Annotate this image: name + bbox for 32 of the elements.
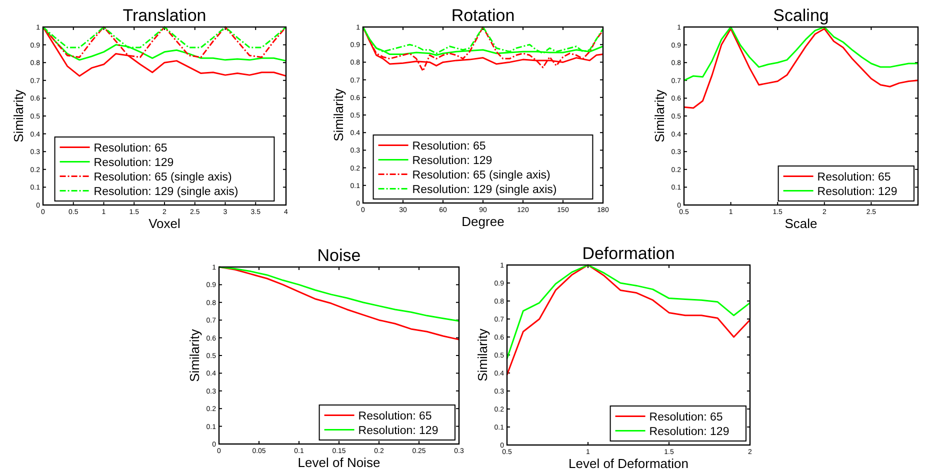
legend-label: Resolution: 129 (single axis) (94, 186, 238, 198)
chart-title: Rotation (451, 6, 515, 25)
legend-label: Resolution: 65 (single axis) (412, 169, 551, 182)
legend-label: Resolution: 129 (94, 156, 174, 169)
legend-label: Resolution: 129 (358, 424, 438, 437)
x-axis-title: Level of Deformation (568, 456, 688, 471)
line-series (218, 266, 460, 322)
x-axis-title: Degree (462, 214, 504, 229)
y-axis-title: Similarity (187, 328, 202, 382)
legend-label: Resolution: 65 (412, 140, 486, 152)
legend-label: Resolution: 65 (358, 410, 432, 422)
legend-label: Resolution: 65 (649, 411, 723, 424)
y-axis-title: Similarity (11, 89, 26, 142)
legend-label: Resolution: 129 (412, 154, 492, 167)
chart-title: Translation (122, 6, 206, 25)
legend-label: Resolution: 129 (649, 426, 730, 438)
legend-label: Resolution: 129 (single axis) (412, 184, 557, 196)
chart-title: Noise (317, 246, 361, 265)
x-axis-title: Level of Noise (298, 455, 380, 470)
legend-label: Resolution: 65 (single axis) (94, 171, 232, 184)
x-axis-title: Voxel (148, 216, 181, 231)
legend-label: Resolution: 129 (817, 186, 898, 198)
line-series (683, 26, 919, 82)
y-axis-title: Similarity (331, 88, 346, 142)
legend-label: Resolution: 65 (817, 171, 891, 184)
x-axis-title: Scale (784, 216, 818, 231)
line-series (683, 28, 919, 109)
y-axis-title: Similarity (652, 89, 667, 142)
chart-title: Deformation (582, 244, 675, 263)
legend-label: Resolution: 65 (94, 142, 168, 154)
y-axis-title: Similarity (475, 328, 490, 382)
chart-title: Scaling (773, 6, 829, 25)
